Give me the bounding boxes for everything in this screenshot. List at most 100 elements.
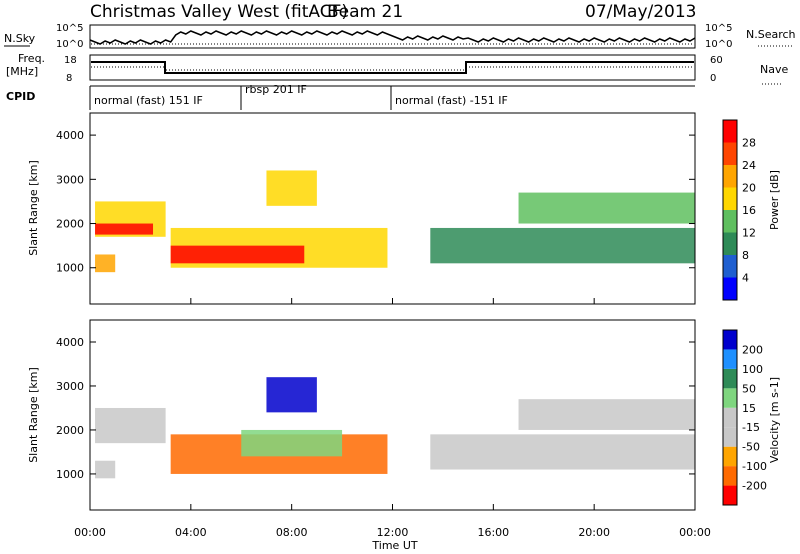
cpid-segment-2: rbsp 201 IF: [245, 83, 307, 96]
velocity-yaxis: 1000 2000 3000 4000: [56, 336, 695, 481]
velocity-ylabel: Slant Range [km]: [27, 367, 40, 463]
velocity-region-4: [266, 377, 317, 413]
velocity-colorbar-tick-label: -50: [742, 441, 760, 454]
nave-label: Nave: [760, 63, 788, 76]
power-colorbar-swatch-7: [723, 120, 737, 143]
power-region-5: [266, 170, 317, 206]
beam-label: Beam 21: [327, 2, 403, 22]
power-colorbar-label: Power [dB]: [768, 170, 781, 230]
power-colorbar-swatch-0: [723, 277, 737, 300]
cpid-segment-1: normal (fast) 151 IF: [94, 94, 203, 107]
frequency-trace: [91, 61, 694, 74]
cpid-segment-3: normal (fast) -151 IF: [395, 94, 508, 107]
velocity-colorbar-tick-label: 15: [742, 402, 756, 415]
freq-label-1: Freq.: [18, 52, 45, 65]
velocity-region-1: [95, 460, 116, 479]
power-colorbar-swatch-4: [723, 187, 737, 210]
velocity-colorbar: -200 -100 -50 -15 15 50 100 200: [722, 329, 767, 506]
time-axis: 00:00 04:00 08:00 12:00 16:00 20:00 00:00: [74, 298, 711, 539]
velocity-colorbar-swatch-6: [723, 368, 737, 389]
power-colorbar-frame: [722, 119, 738, 301]
xtick-label: 00:00: [679, 526, 711, 539]
velocity-colorbar-tick-label: -200: [742, 480, 767, 493]
power-colorbar-tick-label: 8: [742, 249, 749, 262]
velocity-colorbar-label: Velocity [m s-1]: [768, 377, 781, 463]
xtick-label: 12:00: [377, 526, 409, 539]
xtick-label: 04:00: [175, 526, 207, 539]
ytick-label: 1000: [56, 468, 84, 481]
nave-trace: [91, 66, 694, 71]
velocity-region-5: [430, 434, 695, 470]
ytick-label: 1000: [56, 262, 84, 275]
cpid-label: CPID: [6, 90, 35, 103]
noise-tick-right-high: 10^5: [705, 23, 732, 34]
power-colorbar-swatch-6: [723, 142, 737, 165]
power-heatmap: [95, 170, 695, 273]
velocity-colorbar-swatch-2: [723, 446, 737, 467]
power-colorbar-tick-label: 4: [742, 272, 749, 285]
velocity-heatmap: [95, 377, 695, 479]
power-colorbar-tick-label: 20: [742, 182, 756, 195]
ytick-label: 3000: [56, 173, 84, 186]
power-colorbar: 4 8 12 16 20 24 28: [722, 119, 756, 301]
velocity-colorbar-swatch-3: [723, 427, 737, 447]
noise-panel-frame: [89, 24, 696, 49]
power-colorbar-tick-label: 28: [742, 137, 756, 150]
ytick-label: 4000: [56, 336, 84, 349]
power-region-4: [170, 245, 305, 264]
nsky-label: N.Sky: [4, 32, 36, 45]
ytick-label: 4000: [56, 129, 84, 142]
freq-panel-frame: [89, 54, 696, 81]
power-region-1: [95, 223, 154, 235]
velocity-colorbar-tick-label: -15: [742, 421, 760, 434]
power-yaxis: 1000 2000 3000 4000: [56, 129, 695, 275]
date-label: 07/May/2013: [585, 2, 697, 22]
nave-tick-low: 0: [710, 73, 716, 84]
velocity-colorbar-tick-label: 100: [742, 363, 763, 376]
velocity-colorbar-swatch-5: [723, 388, 737, 408]
freq-label-2: [MHz]: [6, 65, 38, 78]
noise-tick-left-high: 10^5: [56, 23, 83, 34]
power-colorbar-swatch-3: [723, 210, 737, 233]
velocity-colorbar-swatch-7: [723, 349, 737, 369]
power-colorbar-swatch-1: [723, 255, 737, 278]
velocity-region-3: [241, 429, 343, 457]
xtick-label: 08:00: [276, 526, 308, 539]
velocity-colorbar-tick-label: 50: [742, 382, 756, 395]
power-colorbar-swatch-5: [723, 165, 737, 188]
power-colorbar-tick-label: 16: [742, 204, 756, 217]
freq-tick-low: 8: [66, 73, 72, 84]
noise-tick-right-low: 10^0: [705, 39, 732, 50]
xtick-label: 16:00: [477, 526, 509, 539]
xaxis-label: Time UT: [371, 539, 417, 552]
xtick-label: 00:00: [74, 526, 106, 539]
ytick-label: 2000: [56, 424, 84, 437]
power-ylabel: Slant Range [km]: [27, 160, 40, 256]
nave-tick-high: 60: [710, 55, 723, 66]
xtick-label: 20:00: [578, 526, 610, 539]
velocity-colorbar-swatch-4: [723, 407, 737, 428]
nsky-trace: [89, 30, 696, 45]
plot-title: Christmas Valley West (fitACF): [90, 2, 348, 22]
velocity-region-0: [95, 407, 166, 444]
power-colorbar-swatch-2: [723, 232, 737, 255]
velocity-colorbar-swatch-1: [723, 466, 737, 486]
nsearch-label: N.Search: [746, 28, 796, 41]
velocity-colorbar-tick-label: 200: [742, 343, 763, 356]
power-colorbar-tick-label: 24: [742, 159, 756, 172]
power-region-6: [430, 227, 695, 264]
power-region-2: [95, 254, 116, 273]
nsky-trace-line: [89, 30, 696, 45]
ytick-label: 3000: [56, 380, 84, 393]
ytick-label: 2000: [56, 218, 84, 231]
velocity-colorbar-tick-label: -100: [742, 460, 767, 473]
velocity-region-6: [518, 399, 695, 430]
velocity-colorbar-swatch-8: [723, 330, 737, 350]
velocity-colorbar-swatch-0: [723, 485, 737, 505]
freq-tick-high: 18: [64, 55, 77, 66]
noise-tick-left-low: 10^0: [56, 39, 83, 50]
velocity-colorbar-frame: [722, 329, 738, 506]
power-region-7: [518, 192, 695, 224]
power-colorbar-tick-label: 12: [742, 227, 756, 240]
